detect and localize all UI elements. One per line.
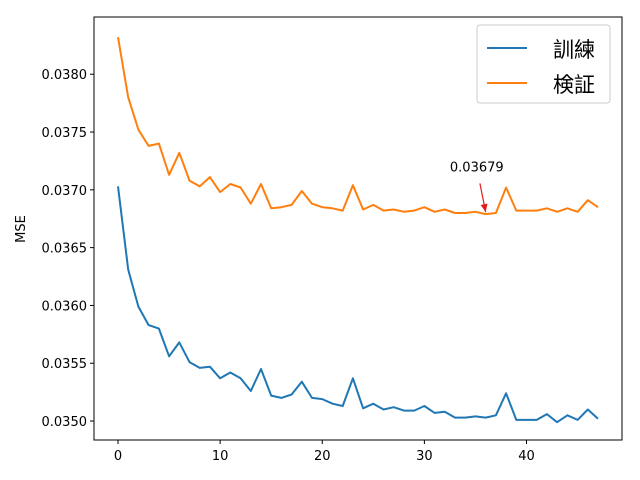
x-tick-label: 30 (416, 449, 433, 464)
plot-frame (93, 16, 623, 441)
x-tick-label: 20 (314, 449, 331, 464)
annotation-label: 0.03679 (450, 160, 504, 175)
y-tick-label: 0.0365 (42, 242, 88, 257)
y-tick-label: 0.0350 (42, 415, 88, 430)
series-lines (117, 37, 599, 424)
y-tick-label: 0.0355 (42, 357, 88, 372)
y-tick-label: 0.0370 (42, 184, 88, 199)
y-tick-label: 0.0375 (42, 126, 88, 141)
annotation-arrowhead (480, 203, 488, 213)
x-axis: 0 10 20 30 40 (114, 440, 535, 464)
y-axis-label: MSE (14, 215, 29, 243)
x-tick-label: 40 (518, 449, 535, 464)
legend: 訓練 検証 (476, 24, 611, 104)
legend-label-train: 訓練 (553, 38, 595, 62)
series-line-train (117, 186, 599, 424)
series-line-validation (117, 37, 599, 216)
x-tick-label: 10 (212, 449, 229, 464)
legend-label-validation: 検証 (553, 73, 595, 97)
annotation: 0.03679 (450, 160, 504, 213)
x-tick-label: 0 (114, 449, 122, 464)
y-tick-label: 0.0360 (42, 299, 88, 314)
y-axis: 0.0350 0.0355 0.0360 0.0365 0.0370 0.0375 0.03… (42, 68, 94, 430)
y-tick-label: 0.0380 (42, 68, 88, 83)
